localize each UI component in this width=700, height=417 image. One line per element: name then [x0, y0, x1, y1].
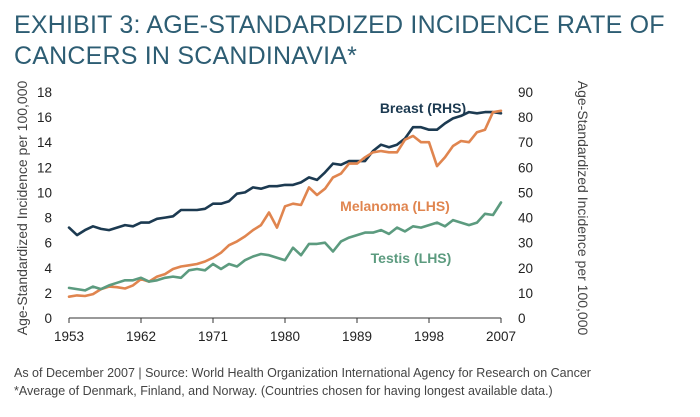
x-tick-label: 1998: [414, 329, 444, 344]
right-axis-label: Age-Standardized Incidence per 100,000: [575, 81, 591, 336]
left-tick-label: 8: [44, 211, 52, 226]
series-label-breast: Breast (RHS): [380, 100, 466, 116]
series-label-melanoma: Melanoma (LHS): [340, 198, 450, 214]
right-tick-label: 30: [518, 236, 533, 251]
source-note: As of December 2007 | Source: World Heal…: [14, 366, 591, 380]
x-tick-label: 1962: [126, 329, 156, 344]
left-tick-label: 6: [44, 236, 52, 251]
right-tick-label: 10: [518, 286, 533, 301]
x-tick-label: 2007: [486, 329, 516, 344]
x-tick-label: 1980: [270, 329, 300, 344]
right-tick-label: 80: [518, 110, 533, 125]
left-tick-label: 14: [37, 135, 53, 150]
left-tick-label: 18: [37, 85, 52, 100]
left-tick-label: 4: [44, 261, 52, 276]
left-axis-ticks: 0 2 4 6 8 10 12 14 16 18: [37, 85, 53, 326]
left-tick-label: 16: [37, 110, 52, 125]
right-axis-ticks: 0 10 20 30 40 50 60 70 80 90: [518, 85, 533, 326]
left-tick-label: 10: [37, 185, 52, 200]
x-tick-label: 1971: [198, 329, 228, 344]
right-tick-label: 0: [518, 311, 526, 326]
right-tick-label: 70: [518, 135, 533, 150]
series-lines: [67, 109, 503, 299]
left-tick-label: 2: [44, 286, 52, 301]
right-tick-label: 90: [518, 85, 533, 100]
right-tick-label: 60: [518, 160, 533, 175]
left-axis-label: Age-Standardized Incidence per 100,000: [14, 81, 30, 336]
right-tick-label: 20: [518, 261, 533, 276]
right-tick-label: 40: [518, 211, 533, 226]
series-label-testis: Testis (LHS): [371, 250, 452, 266]
footnote: *Average of Denmark, Finland, and Norway…: [14, 384, 553, 398]
series-line-testis: [67, 201, 503, 292]
x-tick-label: 1989: [342, 329, 372, 344]
left-tick-label: 0: [44, 311, 52, 326]
right-tick-label: 50: [518, 185, 533, 200]
series-line-breast: [67, 110, 503, 237]
x-tick-label: 1953: [54, 329, 84, 344]
left-tick-label: 12: [37, 160, 52, 175]
x-axis-ticks: 1953 1962 1971 1980 1989 1998 2007: [54, 318, 516, 344]
chart-title: EXHIBIT 3: AGE-STANDARDIZED INCIDENCE RA…: [14, 11, 665, 70]
